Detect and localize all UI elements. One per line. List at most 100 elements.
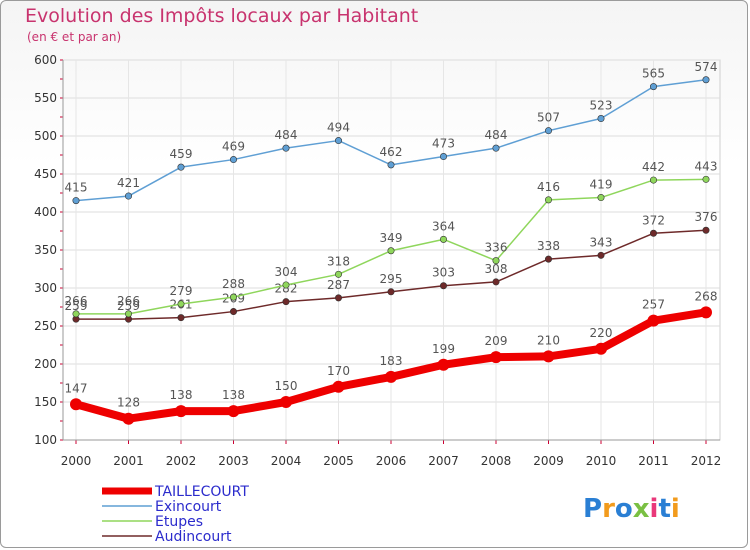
data-label: 303	[432, 266, 455, 280]
data-point	[542, 350, 555, 363]
y-tick-label: 400	[34, 205, 57, 219]
data-point	[544, 255, 552, 263]
data-label: 288	[222, 277, 245, 291]
data-label: 415	[65, 181, 88, 195]
data-label: 484	[275, 128, 298, 142]
data-label: 147	[65, 381, 88, 395]
data-point	[649, 83, 657, 91]
data-point	[230, 156, 238, 164]
y-tick-label: 600	[34, 53, 57, 67]
data-point	[280, 396, 292, 408]
data-point	[230, 308, 238, 316]
proxiti-logo: Proxiti	[583, 494, 680, 524]
y-tick-label: 500	[34, 129, 57, 143]
data-point	[387, 161, 395, 169]
data-point	[227, 405, 240, 418]
chart-subtitle: (en € et par an)	[27, 30, 122, 44]
data-point	[439, 235, 447, 243]
data-label: 443	[695, 159, 718, 173]
data-label: 318	[327, 254, 350, 268]
data-label: 459	[170, 147, 193, 161]
data-label: 210	[537, 333, 560, 347]
x-tick-label: 2011	[638, 454, 669, 468]
data-point	[334, 137, 342, 145]
data-point	[175, 405, 187, 418]
legend-label-exincourt: Exincourt	[155, 499, 222, 515]
data-label: 138	[222, 388, 245, 402]
data-label: 523	[590, 99, 613, 113]
x-tick-label: 2004	[271, 454, 302, 468]
data-point	[649, 176, 657, 184]
x-tick-label: 2010	[586, 454, 617, 468]
data-point	[649, 229, 657, 237]
data-point	[544, 196, 552, 204]
data-point	[282, 281, 290, 289]
data-label: 473	[432, 137, 455, 151]
data-label: 469	[222, 140, 245, 154]
data-label: 138	[170, 388, 193, 402]
data-label: 128	[117, 396, 140, 410]
data-label: 279	[170, 284, 193, 298]
data-label: 419	[590, 178, 613, 192]
data-label: 484	[485, 128, 508, 142]
y-tick-label: 200	[34, 357, 57, 371]
data-point	[597, 194, 605, 202]
data-label: 565	[642, 67, 665, 81]
axes: 100 150 200 250 300 350 400 450 500 550 600 2000 200…	[34, 53, 721, 468]
data-point	[490, 351, 502, 364]
x-tick-label: 2012	[691, 454, 722, 468]
y-tick-label: 100	[34, 433, 57, 447]
data-label: 257	[642, 298, 665, 312]
data-label: 421	[117, 176, 140, 190]
data-point	[332, 380, 345, 393]
data-point	[72, 197, 80, 205]
data-point	[385, 370, 397, 383]
data-point	[125, 192, 133, 200]
data-label: 364	[432, 219, 455, 233]
data-point	[492, 257, 500, 265]
legend-label-taillecourt: TAILLECOURT	[154, 484, 249, 500]
data-point	[439, 153, 447, 161]
data-point	[70, 398, 82, 411]
y-tick-label: 250	[34, 319, 57, 333]
data-point	[597, 115, 605, 123]
x-tick-label: 2001	[113, 454, 144, 468]
x-tick-label: 2008	[481, 454, 512, 468]
x-tick-label: 2002	[166, 454, 197, 468]
y-tick-label: 350	[34, 243, 57, 257]
grid	[62, 59, 721, 441]
data-label: 338	[537, 239, 560, 253]
data-point	[387, 288, 395, 296]
chart-title: Evolution des Impôts locaux par Habitant	[25, 5, 419, 27]
data-label: 416	[537, 180, 560, 194]
data-label: 349	[380, 231, 403, 245]
data-point	[282, 144, 290, 152]
data-point	[122, 412, 135, 425]
data-label: 220	[590, 326, 613, 340]
x-tick-label: 2005	[323, 454, 354, 468]
data-label: 304	[275, 265, 298, 279]
y-tick-label: 300	[34, 281, 57, 295]
data-label: 259	[117, 299, 140, 313]
data-label: 295	[380, 272, 403, 286]
data-point	[334, 294, 342, 302]
data-label: 183	[380, 354, 403, 368]
data-point	[177, 163, 185, 171]
x-tick-label: 2007	[428, 454, 459, 468]
data-label: 209	[485, 334, 508, 348]
data-label: 372	[642, 213, 665, 227]
x-tick-label: 2003	[218, 454, 249, 468]
y-tick-label: 550	[34, 91, 57, 105]
data-point	[492, 278, 500, 286]
data-point	[544, 127, 552, 135]
data-label: 287	[327, 278, 350, 292]
data-label: 170	[327, 364, 350, 378]
series-layer: 2592592612692822872953033083383433723762…	[65, 60, 718, 425]
data-label: 268	[695, 289, 718, 303]
data-point	[177, 300, 185, 308]
data-label: 259	[65, 299, 88, 313]
x-tick-label: 2000	[61, 454, 92, 468]
data-point	[177, 314, 185, 322]
